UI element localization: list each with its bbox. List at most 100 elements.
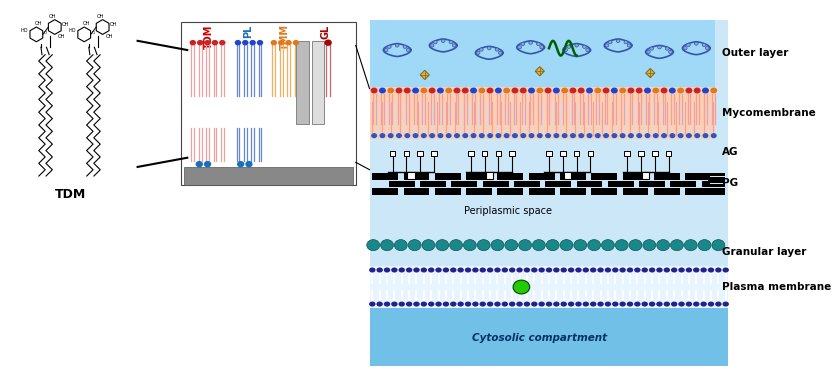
Ellipse shape	[634, 301, 641, 307]
Ellipse shape	[465, 301, 472, 307]
Ellipse shape	[647, 50, 650, 53]
Ellipse shape	[471, 133, 477, 138]
Ellipse shape	[531, 301, 538, 307]
Bar	[417, 151, 423, 156]
Ellipse shape	[478, 87, 486, 94]
Bar	[420, 181, 446, 187]
Bar	[407, 173, 414, 179]
Ellipse shape	[590, 267, 597, 272]
Bar	[373, 173, 398, 180]
Ellipse shape	[519, 240, 532, 251]
Ellipse shape	[487, 87, 494, 94]
Bar	[404, 151, 409, 156]
Ellipse shape	[388, 133, 394, 138]
Ellipse shape	[627, 301, 633, 307]
Ellipse shape	[369, 267, 376, 272]
Ellipse shape	[582, 45, 586, 48]
Ellipse shape	[590, 301, 597, 307]
Ellipse shape	[561, 87, 568, 94]
Ellipse shape	[619, 267, 626, 272]
Bar	[468, 151, 473, 156]
Ellipse shape	[669, 50, 672, 53]
Bar	[638, 151, 644, 156]
Bar	[482, 151, 487, 156]
Bar	[623, 173, 649, 180]
Bar	[431, 151, 437, 156]
Bar	[373, 188, 398, 195]
Ellipse shape	[636, 133, 643, 138]
Ellipse shape	[695, 42, 698, 45]
Ellipse shape	[537, 133, 543, 138]
Ellipse shape	[325, 40, 331, 46]
Ellipse shape	[629, 240, 642, 251]
Bar	[404, 188, 430, 195]
Text: PG: PG	[722, 178, 738, 189]
Ellipse shape	[478, 133, 485, 138]
Ellipse shape	[575, 44, 578, 47]
Ellipse shape	[546, 301, 552, 307]
Text: OH: OH	[34, 21, 42, 26]
Ellipse shape	[195, 161, 203, 167]
Bar	[404, 173, 430, 180]
Ellipse shape	[706, 46, 709, 50]
Ellipse shape	[658, 46, 661, 49]
Ellipse shape	[701, 87, 709, 94]
Ellipse shape	[461, 87, 469, 94]
Ellipse shape	[524, 267, 530, 272]
Ellipse shape	[545, 133, 551, 138]
Ellipse shape	[384, 48, 388, 52]
Ellipse shape	[524, 301, 530, 307]
Text: HO: HO	[69, 28, 76, 33]
Bar	[642, 173, 649, 179]
Ellipse shape	[611, 133, 618, 138]
Ellipse shape	[487, 267, 493, 272]
Ellipse shape	[242, 40, 248, 45]
Ellipse shape	[367, 240, 380, 251]
Bar	[587, 151, 593, 156]
Bar	[685, 173, 710, 180]
Ellipse shape	[487, 46, 491, 50]
Ellipse shape	[685, 133, 692, 138]
Ellipse shape	[576, 267, 581, 272]
Ellipse shape	[420, 87, 428, 94]
Ellipse shape	[577, 87, 585, 94]
Ellipse shape	[698, 240, 711, 251]
Ellipse shape	[710, 87, 717, 94]
Ellipse shape	[685, 87, 692, 94]
Ellipse shape	[472, 267, 478, 272]
Ellipse shape	[509, 267, 515, 272]
Ellipse shape	[533, 240, 545, 251]
Ellipse shape	[293, 40, 300, 45]
Bar	[311, 41, 324, 124]
Bar	[369, 20, 715, 87]
Ellipse shape	[435, 301, 442, 307]
Ellipse shape	[487, 133, 493, 138]
Ellipse shape	[449, 40, 453, 44]
Ellipse shape	[498, 51, 502, 54]
Bar	[498, 188, 524, 195]
Ellipse shape	[437, 133, 444, 138]
Bar	[560, 151, 565, 156]
Text: OH: OH	[110, 22, 117, 27]
Ellipse shape	[628, 133, 634, 138]
Ellipse shape	[502, 267, 508, 272]
Bar	[466, 173, 492, 180]
Bar	[708, 176, 725, 180]
Ellipse shape	[612, 301, 618, 307]
Ellipse shape	[443, 301, 449, 307]
Text: TDM: TDM	[55, 188, 86, 201]
Ellipse shape	[219, 40, 226, 45]
Bar	[670, 181, 696, 187]
Text: Cytosolic compartment: Cytosolic compartment	[472, 333, 607, 343]
Bar	[708, 187, 725, 191]
Bar	[654, 173, 680, 180]
Ellipse shape	[452, 44, 456, 47]
Ellipse shape	[605, 267, 611, 272]
Ellipse shape	[701, 301, 706, 307]
Text: Periplasmic space: Periplasmic space	[464, 206, 551, 216]
Ellipse shape	[441, 39, 445, 42]
Ellipse shape	[503, 87, 510, 94]
Ellipse shape	[708, 301, 714, 307]
Ellipse shape	[642, 267, 648, 272]
Ellipse shape	[670, 240, 684, 251]
